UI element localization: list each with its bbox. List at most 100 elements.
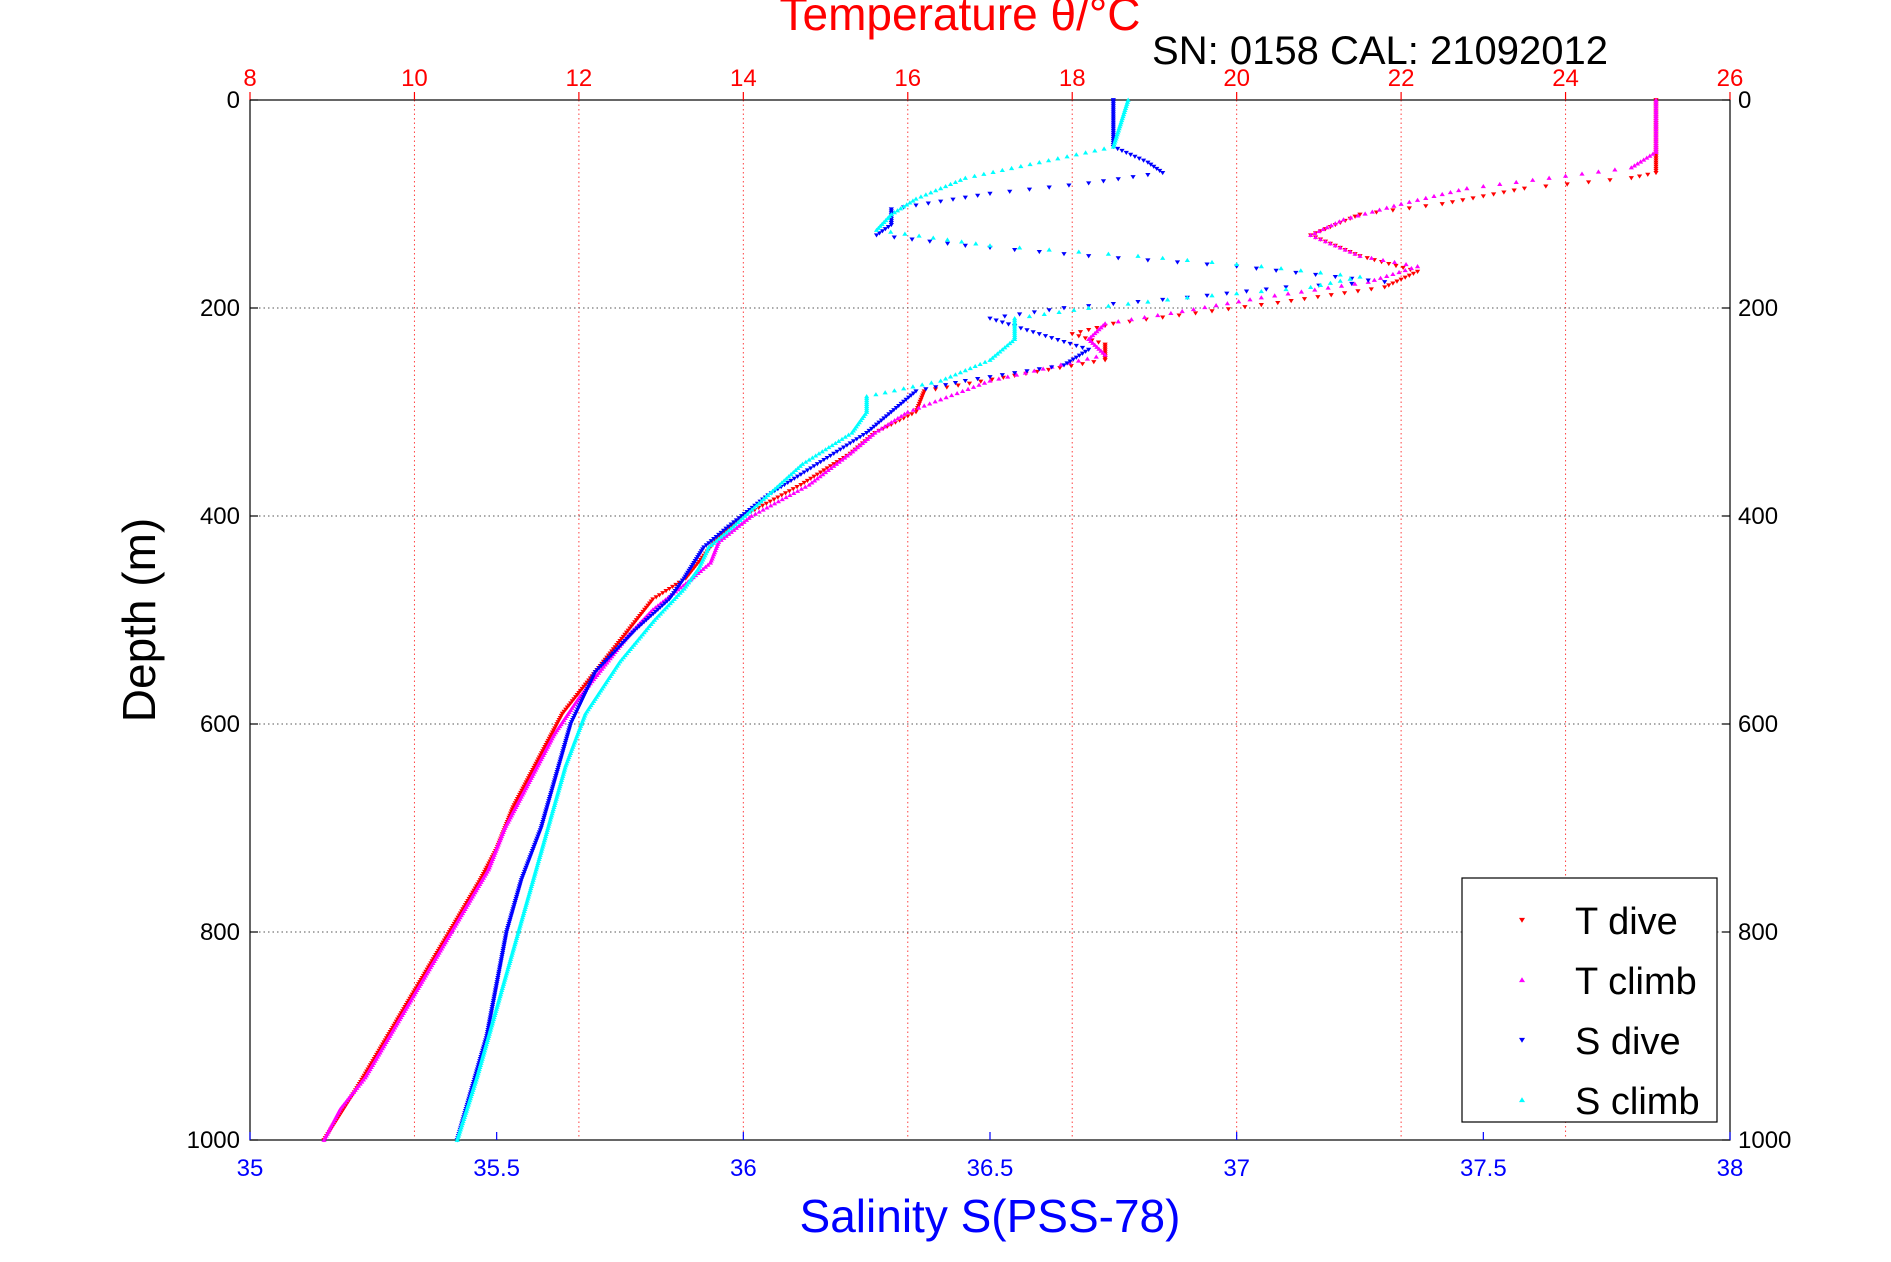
data-point xyxy=(641,620,647,625)
data-point xyxy=(1312,230,1318,236)
data-point xyxy=(660,591,666,596)
data-point xyxy=(892,417,898,423)
legend-marker xyxy=(1519,977,1525,983)
data-point xyxy=(718,537,724,542)
data-point xyxy=(527,888,533,893)
data-point xyxy=(1391,203,1397,208)
data-point xyxy=(1154,166,1160,171)
data-point xyxy=(959,388,966,394)
data-point xyxy=(837,447,843,452)
data-point xyxy=(545,823,552,828)
data-point xyxy=(562,765,568,770)
data-point xyxy=(1036,160,1042,165)
data-point xyxy=(932,387,939,392)
data-point xyxy=(1283,286,1289,292)
data-point xyxy=(523,902,529,907)
data-point xyxy=(1055,338,1061,343)
data-point xyxy=(577,701,584,706)
data-point xyxy=(909,237,915,242)
data-point xyxy=(751,505,757,510)
data-point xyxy=(1075,358,1082,363)
data-point xyxy=(1036,367,1042,372)
data-point xyxy=(1317,237,1324,242)
data-point xyxy=(1403,261,1409,267)
data-point xyxy=(760,497,766,502)
data-point xyxy=(1332,243,1338,248)
data-point xyxy=(1371,277,1377,282)
data-point xyxy=(512,942,518,947)
data-point xyxy=(1123,150,1129,155)
data-point xyxy=(1298,289,1305,294)
data-point xyxy=(944,237,951,242)
top-axis-tick-label: 12 xyxy=(566,65,593,92)
data-point xyxy=(1337,278,1343,283)
data-point xyxy=(1382,285,1388,290)
data-point xyxy=(765,492,771,498)
right-axis-tick-label: 600 xyxy=(1738,711,1778,738)
data-point xyxy=(867,434,873,439)
data-point xyxy=(550,809,556,814)
data-point xyxy=(1024,369,1030,374)
data-point xyxy=(657,611,664,616)
data-point xyxy=(1049,365,1055,370)
top-axis-label: Temperature θ/°C xyxy=(780,0,1141,40)
data-point xyxy=(673,594,679,599)
data-point xyxy=(888,222,894,228)
data-point xyxy=(528,883,534,889)
data-point xyxy=(516,886,522,891)
data-point xyxy=(1647,153,1653,158)
data-point xyxy=(663,589,669,594)
data-point xyxy=(1628,165,1634,170)
data-point xyxy=(869,432,876,437)
data-point xyxy=(544,829,550,834)
data-point xyxy=(557,781,564,787)
data-point xyxy=(495,1002,501,1007)
data-point xyxy=(806,482,812,487)
right-axis-tick-label: 800 xyxy=(1738,919,1778,946)
data-point xyxy=(736,516,742,521)
data-point xyxy=(813,453,819,458)
data-point xyxy=(678,585,684,590)
data-point xyxy=(702,564,709,569)
data-point xyxy=(1390,208,1396,213)
data-point xyxy=(818,460,824,465)
data-point xyxy=(1209,309,1215,314)
data-point xyxy=(1140,158,1147,163)
data-point xyxy=(739,514,745,519)
data-point xyxy=(1013,372,1020,377)
data-point xyxy=(925,201,931,206)
data-point xyxy=(1368,287,1374,292)
data-point xyxy=(885,225,891,230)
data-point xyxy=(771,497,777,502)
data-point xyxy=(872,430,878,435)
data-point xyxy=(1030,330,1036,335)
data-point xyxy=(1026,187,1033,192)
data-point xyxy=(857,435,863,440)
data-point xyxy=(1631,163,1638,168)
data-point xyxy=(1258,264,1264,269)
data-point xyxy=(947,374,954,379)
data-point xyxy=(505,965,511,970)
data-point xyxy=(524,900,530,905)
top-axis-tick-label: 22 xyxy=(1388,65,1415,92)
data-point xyxy=(1012,324,1018,329)
data-point xyxy=(790,469,796,475)
data-point xyxy=(1511,188,1517,193)
data-point xyxy=(1513,179,1519,184)
data-point xyxy=(1357,274,1363,279)
data-point xyxy=(547,819,553,824)
data-point xyxy=(1176,313,1182,318)
data-point xyxy=(1607,178,1613,183)
data-point xyxy=(517,923,523,928)
data-point xyxy=(836,438,842,443)
data-point xyxy=(653,615,660,620)
data-point xyxy=(994,351,1000,356)
top-axis-tick-label: 26 xyxy=(1717,65,1744,92)
data-point xyxy=(950,197,956,202)
data-point xyxy=(553,724,559,729)
data-point xyxy=(818,470,824,475)
data-point xyxy=(513,937,519,943)
data-point xyxy=(1088,338,1094,343)
data-point xyxy=(1293,270,1299,275)
data-point xyxy=(1031,368,1037,373)
